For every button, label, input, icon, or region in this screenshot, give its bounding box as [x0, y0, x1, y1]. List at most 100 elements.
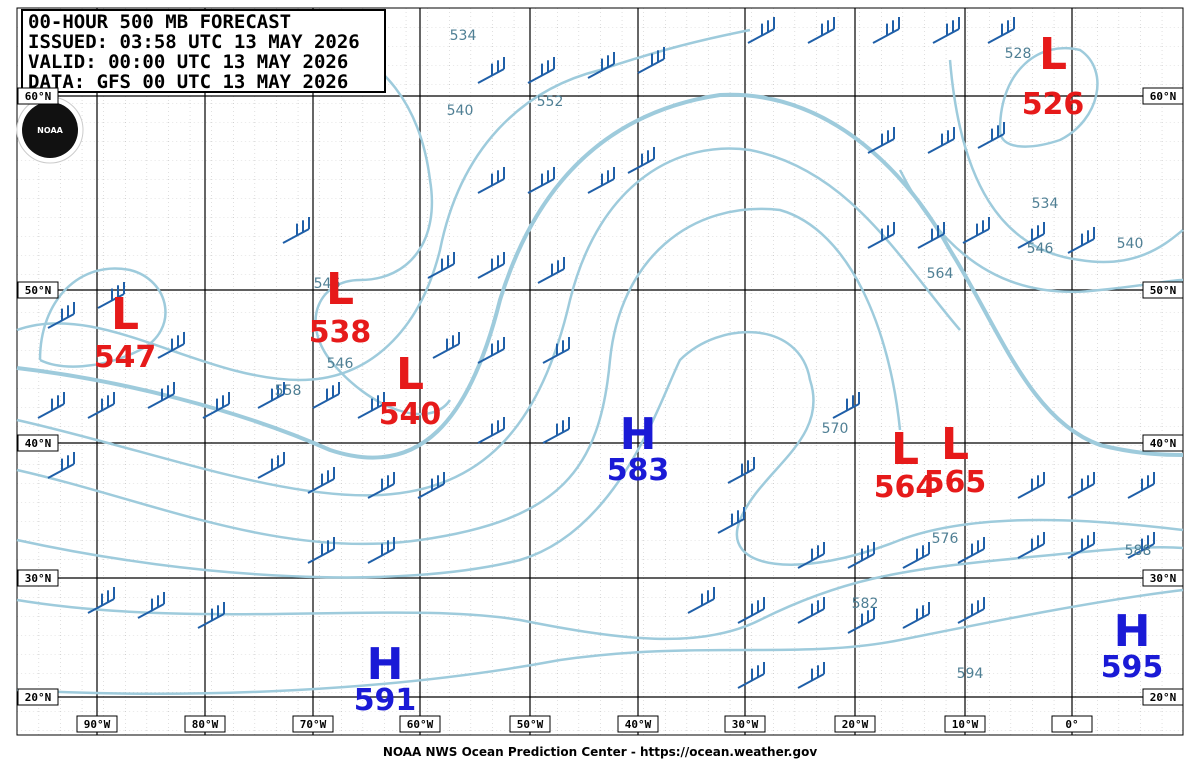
lat-label-box	[17, 688, 59, 706]
barb-shaft	[157, 343, 185, 359]
barb-shaft	[417, 483, 445, 499]
contour-label: 534	[450, 28, 477, 44]
lat-label-box	[1142, 688, 1184, 706]
lon-label: 90°W	[84, 718, 111, 731]
lon-label: 40°W	[625, 718, 652, 731]
center-symbol: L	[1039, 29, 1067, 80]
lat-label-box	[1142, 434, 1184, 452]
contour-label: 552	[537, 94, 564, 110]
header-box	[21, 9, 386, 93]
barb-shaft	[797, 608, 825, 624]
barb-shaft	[137, 603, 165, 619]
lat-label-box	[17, 281, 59, 299]
barb-shaft	[477, 178, 505, 194]
barb-shaft	[587, 178, 615, 194]
lon-label: 70°W	[300, 718, 327, 731]
contour-label: 546	[327, 356, 354, 372]
barb-shaft	[47, 463, 75, 479]
contours	[16, 28, 1184, 695]
barb-shaft	[97, 293, 125, 309]
lat-label: 40°N	[25, 437, 52, 450]
lon-label-box	[76, 715, 118, 733]
lat-label: 20°N	[1150, 691, 1177, 704]
barb-shaft	[542, 428, 570, 444]
barb-shaft	[87, 598, 115, 614]
center-symbol: L	[326, 264, 354, 315]
lon-label: 80°W	[192, 718, 219, 731]
center-symbol: L	[941, 419, 969, 470]
contour-label: 570	[822, 421, 849, 437]
barb-shaft	[832, 403, 860, 419]
center-symbol: L	[111, 289, 139, 340]
barb-shaft	[147, 393, 175, 409]
barb-shaft	[747, 28, 775, 44]
lon-label: 10°W	[952, 718, 979, 731]
center-value: 564	[874, 470, 937, 505]
lon-label-box	[944, 715, 986, 733]
barb-shaft	[1127, 543, 1155, 559]
lat-label: 30°N	[25, 572, 52, 585]
barb-shaft	[477, 68, 505, 84]
barb-shaft	[427, 263, 455, 279]
barb-shaft	[477, 263, 505, 279]
center-value: 591	[354, 683, 417, 718]
barb-shaft	[357, 403, 385, 419]
center-value: 547	[94, 340, 157, 375]
barb-shaft	[307, 478, 335, 494]
barb-shaft	[282, 228, 310, 244]
barb-shaft	[867, 138, 895, 154]
lat-label-box	[1142, 281, 1184, 299]
barb-shaft	[1017, 483, 1045, 499]
barb-shaft	[257, 393, 285, 409]
lat-label: 50°N	[25, 284, 52, 297]
lon-label-box	[184, 715, 226, 733]
barb-shaft	[537, 268, 565, 284]
barb-shaft	[1067, 543, 1095, 559]
lat-label: 40°N	[1150, 437, 1177, 450]
barb-shaft	[1017, 233, 1045, 249]
barb-shaft	[202, 403, 230, 419]
center-value: 526	[1022, 87, 1085, 122]
barb-shaft	[987, 28, 1015, 44]
lon-label-box	[292, 715, 334, 733]
contour-label: 594	[957, 666, 984, 682]
barb-shaft	[962, 228, 990, 244]
lat-label-box	[17, 87, 59, 105]
barb-shaft	[1127, 483, 1155, 499]
barb-shaft	[727, 468, 755, 484]
contour-label: 564	[927, 266, 954, 282]
lat-label: 20°N	[25, 691, 52, 704]
header-line: VALID: 00:00 UTC 13 MAY 2026	[28, 51, 348, 73]
barb-shaft	[847, 618, 875, 634]
center-symbol: H	[367, 639, 404, 690]
barb-shaft	[902, 613, 930, 629]
center-symbol: H	[1114, 606, 1151, 657]
contour-label: 546	[314, 276, 341, 292]
lon-label-box	[724, 715, 766, 733]
barb-shaft	[477, 428, 505, 444]
lon-label: 50°W	[517, 718, 544, 731]
barb-shaft	[927, 138, 955, 154]
barb-shaft	[367, 548, 395, 564]
barb-shaft	[477, 348, 505, 364]
barb-shaft	[367, 483, 395, 499]
barb-shaft	[717, 518, 745, 534]
contour-label: 588	[1125, 543, 1152, 559]
barb-shaft	[917, 233, 945, 249]
lat-label: 30°N	[1150, 572, 1177, 585]
logo-text: NOAA	[37, 126, 63, 135]
lon-label: 30°W	[732, 718, 759, 731]
barb-shaft	[1067, 238, 1095, 254]
barb-shaft	[257, 463, 285, 479]
contour-label: 540	[1117, 236, 1144, 252]
barb-shaft	[1067, 483, 1095, 499]
barb-shaft	[197, 613, 225, 629]
lon-label: 0°	[1065, 718, 1078, 731]
lat-label-box	[17, 569, 59, 587]
lon-label-box	[399, 715, 441, 733]
barb-shaft	[737, 608, 765, 624]
lat-label: 60°N	[25, 90, 52, 103]
barb-shaft	[872, 28, 900, 44]
lat-label: 50°N	[1150, 284, 1177, 297]
